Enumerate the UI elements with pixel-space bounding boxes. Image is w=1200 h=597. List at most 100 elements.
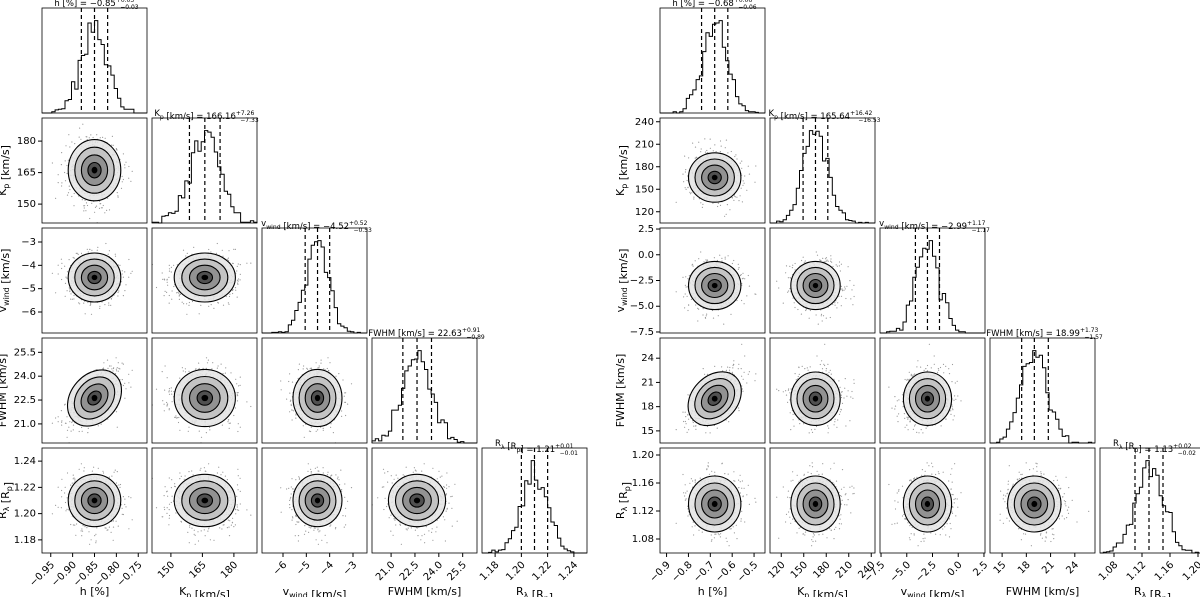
sample-point	[216, 367, 218, 369]
sample-point	[74, 143, 76, 145]
sample-point	[193, 246, 195, 248]
sample-point	[114, 373, 117, 375]
sample-point	[310, 430, 312, 433]
sample-point	[222, 255, 224, 257]
sample-point	[322, 429, 324, 431]
sample-point	[66, 416, 68, 418]
sample-point	[71, 141, 73, 143]
y-tick-label-2-2: −4	[21, 260, 36, 271]
sample-point	[102, 136, 104, 138]
sample-point	[57, 486, 59, 488]
sample-point	[95, 205, 98, 207]
sample-point	[51, 513, 54, 515]
sample-point	[234, 287, 237, 289]
contour-core-3-1	[201, 394, 209, 402]
sample-point	[236, 279, 239, 281]
sample-point	[114, 469, 116, 471]
sample-point	[117, 362, 119, 364]
sample-point	[229, 293, 231, 295]
sample-point	[83, 470, 85, 472]
sample-point	[122, 496, 124, 498]
sample-point	[125, 161, 127, 163]
sample-point	[200, 436, 203, 438]
sample-point	[166, 281, 168, 283]
sample-point	[227, 421, 229, 423]
sample-point	[51, 422, 54, 424]
sample-point	[64, 486, 66, 488]
sample-point	[119, 486, 121, 488]
sample-point	[81, 430, 83, 432]
sample-point	[61, 420, 63, 422]
sample-point	[71, 195, 73, 198]
sample-point	[181, 301, 183, 303]
sample-point	[91, 202, 93, 204]
sample-point	[108, 250, 110, 252]
sample-point	[239, 279, 241, 281]
sample-point	[168, 270, 171, 272]
sample-point	[286, 398, 288, 400]
sample-point	[64, 282, 67, 284]
sample-point	[99, 137, 101, 139]
sample-point	[99, 307, 101, 309]
sample-point	[290, 403, 292, 405]
sample-point	[222, 304, 225, 306]
sample-point	[235, 289, 237, 291]
sample-point	[176, 292, 178, 294]
sample-point	[83, 207, 85, 209]
sample-point	[322, 427, 324, 429]
sample-point	[328, 370, 330, 372]
sample-point	[97, 425, 99, 427]
sample-point	[234, 248, 236, 250]
sample-point	[68, 185, 70, 187]
sample-point	[224, 372, 226, 374]
sample-point	[166, 405, 168, 407]
sample-point	[250, 405, 252, 408]
sample-point	[98, 207, 101, 209]
sample-point	[232, 262, 234, 265]
sample-point	[122, 295, 124, 297]
sample-point	[289, 392, 291, 394]
sample-point	[108, 526, 110, 528]
y-tick-label-3-2: 24.0	[14, 371, 36, 382]
sample-point	[236, 383, 238, 385]
sample-point	[64, 171, 66, 174]
sample-point	[162, 278, 164, 280]
sample-point	[115, 482, 118, 484]
sample-point	[302, 368, 304, 370]
sample-point	[70, 523, 72, 526]
sample-point	[250, 262, 252, 264]
sample-point	[64, 160, 66, 162]
sample-point	[291, 419, 293, 421]
contour-core-2-1	[201, 274, 209, 281]
sample-point	[330, 423, 332, 425]
sample-point	[168, 391, 170, 393]
sample-point	[280, 380, 282, 382]
sample-point	[73, 192, 75, 195]
sample-point	[76, 252, 78, 254]
sample-point	[130, 386, 132, 388]
sample-point	[69, 290, 71, 293]
sample-point	[191, 300, 194, 303]
sample-point	[66, 508, 68, 510]
sample-point	[168, 264, 170, 266]
sample-point	[238, 385, 240, 387]
sample-point	[164, 365, 166, 367]
sample-point	[51, 272, 54, 274]
sample-point	[306, 368, 309, 370]
y-tick-label-1-1: 165	[17, 168, 36, 179]
sample-point	[131, 170, 133, 172]
sample-point	[198, 313, 200, 315]
panel-frame-1-1	[151, 117, 258, 224]
sample-point	[208, 305, 210, 307]
sample-point	[320, 362, 322, 364]
sample-point	[239, 264, 241, 266]
sample-point	[93, 466, 95, 468]
panel-title-2: vwind [km/s] = −4.52+0.52 −0.53	[261, 219, 372, 234]
sample-point	[110, 304, 112, 306]
sample-point	[84, 313, 86, 315]
sample-point	[95, 542, 97, 544]
sample-point	[117, 291, 119, 294]
sample-point	[73, 205, 75, 207]
sample-point	[122, 276, 124, 278]
sample-point	[182, 249, 185, 251]
